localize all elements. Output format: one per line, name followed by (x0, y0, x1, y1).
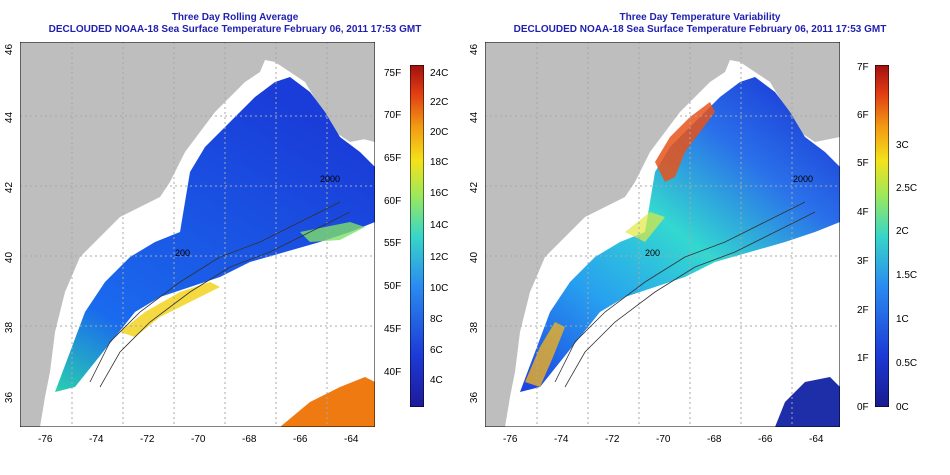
cb-c-label: 16C (430, 188, 449, 199)
cb-f-label: 65F (384, 153, 402, 164)
y-tick: 44 (4, 111, 16, 124)
bathymetry-contours (89, 201, 351, 388)
cb-c-label: 0C (896, 402, 909, 413)
x-tick: -64 (344, 434, 359, 445)
cb-f-label: 5F (857, 158, 869, 169)
moderate-variability (625, 212, 665, 242)
x-tick: -72 (605, 434, 620, 445)
cb-c-label: 10C (430, 283, 449, 294)
cb-c-label: 22C (430, 97, 449, 108)
contour-label-200-right: 200 (645, 248, 660, 258)
cb-f-label: 1F (857, 353, 869, 364)
cb-c-label: 4C (430, 375, 443, 386)
land-mass (485, 42, 840, 427)
y-tick: 36 (469, 391, 481, 404)
x-tick: -74 (554, 434, 569, 445)
x-tick: -70 (191, 434, 206, 445)
right-variability-map: 200 2000 (485, 42, 840, 427)
x-tick: -74 (89, 434, 104, 445)
lat-lon-grid (20, 42, 375, 427)
left-sst-map: 200 2000 (20, 42, 375, 427)
x-tick: -72 (140, 434, 155, 445)
cb-c-label: 3C (896, 140, 909, 151)
cb-f-label: 75F (384, 68, 402, 79)
left-title-line2: DECLOUDED NOAA-18 Sea Surface Temperatur… (48, 24, 422, 35)
left-title-line1: Three Day Rolling Average (171, 12, 299, 23)
x-tick: -68 (707, 434, 722, 445)
lat-lon-grid (485, 42, 840, 427)
right-title: Three Day Temperature Variability DECLOU… (465, 12, 935, 36)
left-title: Three Day Rolling Average DECLOUDED NOAA… (0, 12, 470, 36)
nova-scotia-land (315, 62, 375, 142)
gulfstream-edge (300, 222, 365, 242)
high-variability-band (655, 102, 715, 182)
cb-f-label: 40F (384, 367, 402, 378)
y-tick: 42 (469, 181, 481, 194)
land-mass (20, 42, 375, 427)
cb-c-label: 1.5C (896, 270, 918, 281)
right-title-line1: Three Day Temperature Variability (619, 12, 781, 23)
cb-c-label: 14C (430, 220, 449, 231)
y-tick: 40 (4, 251, 16, 264)
right-title-line2: DECLOUDED NOAA-18 Sea Surface Temperatur… (513, 24, 887, 35)
y-tick: 44 (469, 111, 481, 124)
contour-label-2000-left: 2000 (320, 174, 340, 184)
right-colorbar (875, 65, 889, 407)
cb-f-label: 0F (857, 402, 869, 413)
y-tick: 38 (469, 321, 481, 334)
y-tick: 46 (469, 43, 481, 56)
y-tick: 36 (4, 391, 16, 404)
cb-c-label: 24C (430, 68, 449, 79)
contour-label-200-left: 200 (175, 248, 190, 258)
cb-f-label: 4F (857, 207, 869, 218)
cb-f-label: 45F (384, 324, 402, 335)
high-variability-shelf (525, 322, 565, 387)
cb-c-label: 12C (430, 252, 449, 263)
cb-c-label: 2C (896, 226, 909, 237)
cb-c-label: 2.5C (896, 183, 918, 194)
cb-c-label: 8C (430, 314, 443, 325)
y-tick: 42 (4, 181, 16, 194)
x-tick: -64 (809, 434, 824, 445)
x-tick: -76 (38, 434, 53, 445)
x-tick: -66 (293, 434, 308, 445)
x-tick: -76 (503, 434, 518, 445)
x-tick: -68 (242, 434, 257, 445)
cb-c-label: 18C (430, 157, 449, 168)
cb-f-label: 50F (384, 281, 402, 292)
cb-f-label: 60F (384, 196, 402, 207)
sst-field (55, 77, 375, 392)
bathymetry-contours (554, 201, 816, 388)
y-tick: 38 (4, 321, 16, 334)
cb-f-label: 3F (857, 256, 869, 267)
y-tick: 46 (4, 43, 16, 56)
contour-label-2000-right: 2000 (793, 174, 813, 184)
cb-c-label: 20C (430, 127, 449, 138)
cb-f-label: 55F (384, 238, 402, 249)
cb-f-label: 7F (857, 62, 869, 73)
offshore-patches (775, 377, 840, 427)
variability-field (520, 77, 840, 392)
cb-c-label: 6C (430, 345, 443, 356)
cb-f-label: 2F (857, 305, 869, 316)
cb-f-label: 70F (384, 110, 402, 121)
cb-f-label: 6F (857, 110, 869, 121)
x-tick: -66 (758, 434, 773, 445)
cb-c-label: 1C (896, 314, 909, 325)
cb-c-label: 0.5C (896, 358, 918, 369)
y-tick: 40 (469, 251, 481, 264)
left-colorbar (410, 65, 424, 407)
slope-water-warm (120, 282, 220, 337)
x-tick: -70 (656, 434, 671, 445)
